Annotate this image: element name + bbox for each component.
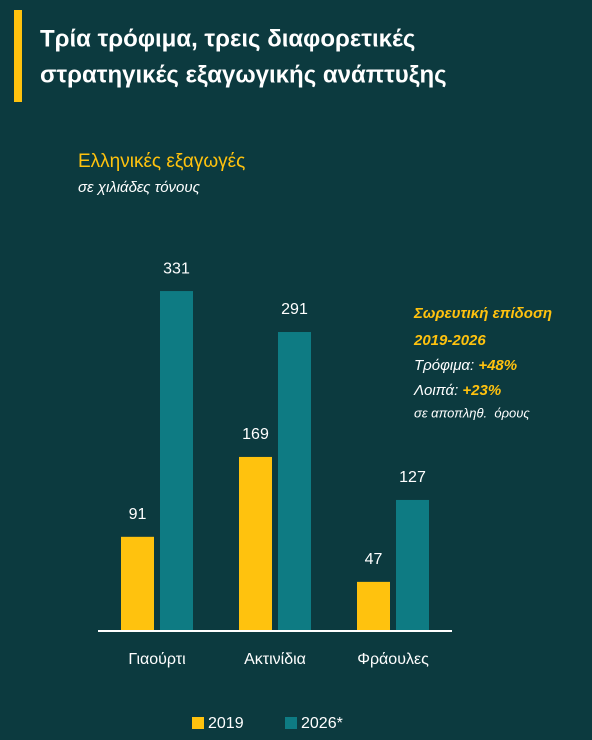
value-label: 331 <box>163 260 190 277</box>
x-tick-label: Γιαούρτι <box>128 651 186 668</box>
value-label: 47 <box>365 551 383 568</box>
bar <box>121 536 154 630</box>
chart-title: Τρία τρόφιμα, τρεις διαφορετικές <box>40 25 415 52</box>
x-tick-label: Ακτινίδια <box>244 651 306 668</box>
bar <box>357 581 390 630</box>
annotation-period: 2019-2026 <box>413 332 486 349</box>
bar <box>396 499 429 630</box>
legend-label: 2026* <box>301 715 343 732</box>
value-label: 291 <box>281 301 308 318</box>
annotation-title: Σωρευτική επίδοση <box>413 305 552 322</box>
annotation-item: Λοιπά: +23% <box>413 382 501 399</box>
subtitle: Ελληνικές εξαγωγές <box>78 151 245 172</box>
legend-swatch <box>285 717 297 729</box>
value-label: 91 <box>129 506 147 523</box>
bar <box>239 456 272 630</box>
value-label: 127 <box>399 469 426 486</box>
annotation-note: σε αποπληθ. όρους <box>414 405 530 420</box>
legend-label: 2019 <box>208 715 244 732</box>
accent-bar <box>14 10 22 102</box>
annotation-label: Λοιπά: <box>413 382 458 399</box>
legend-swatch <box>192 717 204 729</box>
annotation-label: Τρόφιμα: <box>414 357 474 374</box>
value-label: 169 <box>242 426 269 443</box>
annotation-value: +23% <box>462 382 501 399</box>
chart-title: στρατηγικές εξαγωγικής ανάπτυξης <box>40 61 447 88</box>
bar <box>160 291 193 630</box>
annotation-item: Τρόφιμα: +48% <box>414 357 517 374</box>
annotation-value: +48% <box>478 357 517 374</box>
x-tick-label: Φράουλες <box>357 651 429 668</box>
unit-note: σε χιλιάδες τόνους <box>78 179 201 196</box>
bar <box>278 332 311 630</box>
